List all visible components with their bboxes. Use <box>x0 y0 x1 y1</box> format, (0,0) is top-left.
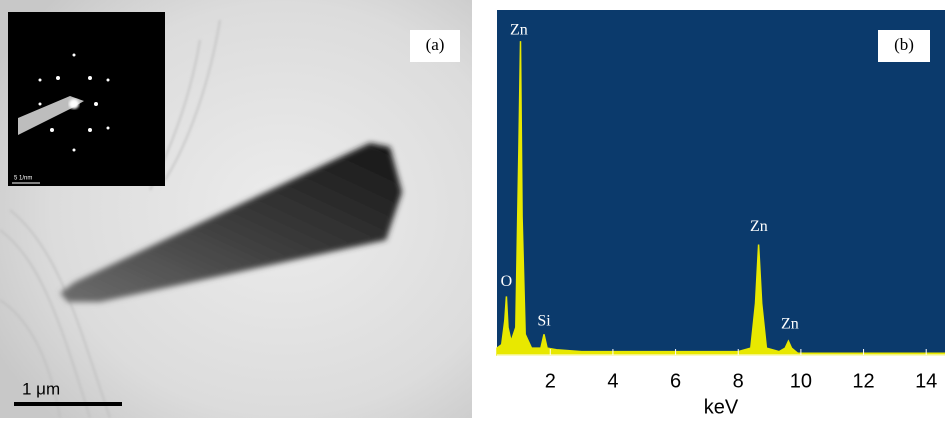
x-tick-label: 8 <box>733 370 744 392</box>
x-tick-label: 10 <box>790 370 812 392</box>
x-tick-label: 4 <box>607 370 618 392</box>
inset-scale: 5 1/nm <box>14 176 32 182</box>
tem-panel: 5 1/nm (a) 1 μm <box>0 0 472 418</box>
inset <box>8 12 165 186</box>
peak-label: Zn <box>781 316 799 333</box>
peak-label: O <box>501 273 513 290</box>
peak-label: Zn <box>510 21 528 38</box>
peak-label: Zn <box>750 218 768 235</box>
panel-label: (b) <box>894 35 914 54</box>
peak-label: Si <box>537 313 551 330</box>
panel-label: (a) <box>426 35 445 54</box>
x-tick-label: 2 <box>545 370 556 392</box>
scale-label: 1 μm <box>22 379 60 398</box>
edx-panel: 2 4 6 8 10 12 14 keV Zn O Si Zn Zn (b) <box>497 10 945 418</box>
plot-background <box>497 10 945 355</box>
x-tick-label: 6 <box>670 370 681 392</box>
x-tick-label: 12 <box>852 370 874 392</box>
x-tick-label: 14 <box>915 370 937 392</box>
x-axis-label: keV <box>704 396 739 418</box>
figure: 5 1/nm (a) 1 μm 2 4 6 8 10 12 14 keV Zn O Si Zn Zn (b… <box>0 0 945 418</box>
